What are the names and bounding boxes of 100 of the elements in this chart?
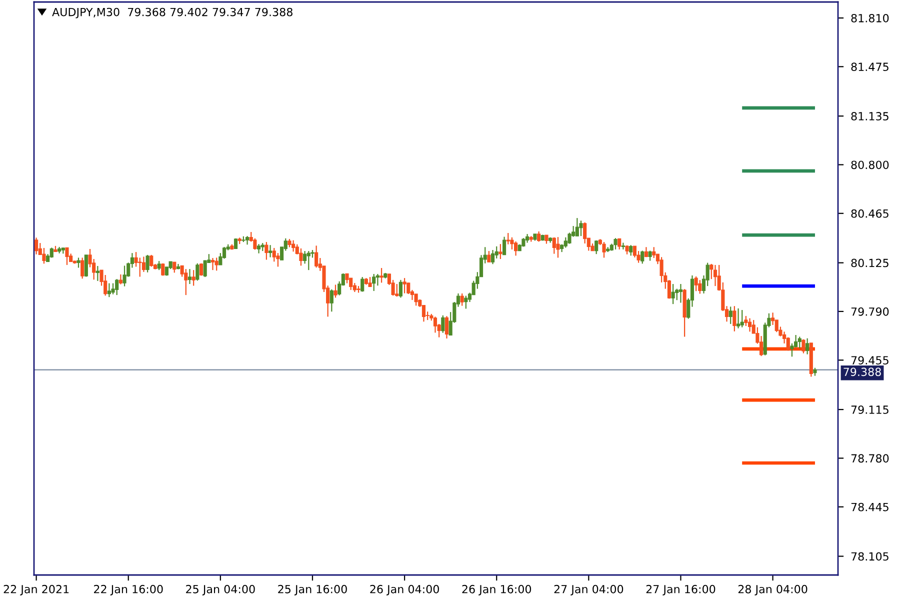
candlestick (65, 247, 69, 266)
candlestick (380, 267, 384, 284)
candlestick (34, 237, 38, 255)
candlestick (732, 306, 736, 332)
candlestick (276, 252, 280, 268)
y-tick-label: 79.115 (851, 405, 888, 414)
x-tick-label: 27 Jan 16:00 (646, 584, 716, 596)
candlestick (579, 220, 583, 237)
candlestick (652, 246, 656, 259)
candlestick (806, 338, 810, 355)
candlestick (203, 260, 207, 278)
candlestick (150, 254, 154, 268)
candlestick (192, 269, 196, 286)
candlestick (552, 236, 556, 254)
candlestick (80, 257, 84, 280)
x-tick-label: 26 Jan 16:00 (462, 584, 532, 596)
candlestick (728, 306, 732, 325)
candlestick (118, 274, 122, 285)
candlestick (188, 268, 192, 285)
y-tick-label: 78.780 (851, 454, 889, 463)
candlestick (272, 247, 276, 262)
candlestick (84, 254, 88, 278)
candlestick (798, 336, 802, 349)
candlestick (740, 309, 744, 328)
y-tick-label: 81.135 (851, 112, 888, 120)
candlestick (256, 243, 261, 254)
candlestick (748, 318, 752, 332)
candlestick (345, 273, 349, 284)
candlestick (314, 245, 318, 268)
candlestick (349, 277, 353, 291)
y-tick-label: 81.475 (851, 62, 888, 72)
candlestick (694, 276, 698, 292)
candlestick (306, 250, 310, 271)
candlestick (142, 256, 146, 272)
candlestick (299, 248, 303, 266)
y-tick-label: 79.455 (851, 356, 888, 365)
candlestick (184, 268, 188, 296)
candlestick (629, 244, 633, 256)
candlestick (111, 282, 115, 295)
candlestick (402, 277, 406, 294)
candlestick (713, 264, 718, 287)
candlestick (736, 308, 740, 329)
candlestick (398, 279, 402, 298)
chart-title: AUDJPY,M30 79.368 79.402 79.347 79.388 (52, 8, 292, 18)
candlestick (395, 283, 399, 298)
y-tick-label: 80.465 (851, 209, 888, 218)
candlestick (490, 249, 495, 265)
candlestick (640, 250, 644, 264)
candlestick (360, 276, 364, 292)
candlestick (502, 236, 506, 256)
x-tick-label: 25 Jan 16:00 (278, 584, 347, 596)
candlestick (210, 257, 215, 271)
candlestick (196, 262, 200, 282)
candlestick (107, 282, 111, 298)
x-tick-label: 26 Jan 04:00 (370, 584, 439, 596)
candlestick (292, 240, 296, 252)
candlestick (487, 250, 491, 263)
candlestick (583, 222, 587, 244)
candlestick (802, 338, 806, 354)
candlestick (433, 316, 438, 334)
candlestick (146, 254, 150, 273)
candlestick (138, 257, 142, 278)
candlestick (96, 265, 100, 282)
candlestick (575, 217, 579, 237)
candlestick (122, 265, 126, 287)
candlestick (330, 288, 334, 312)
candlestick (368, 276, 372, 288)
candlestick (214, 257, 218, 272)
x-tick-label: 27 Jan 04:00 (554, 584, 624, 596)
ref-line-label: 79.388 (844, 368, 881, 376)
x-tick-label: 25 Jan 04:00 (186, 584, 255, 596)
candlestick (372, 273, 376, 292)
candlestick (115, 278, 119, 296)
candlestick (594, 240, 598, 255)
x-tick-label: 28 Jan 04:00 (738, 584, 808, 596)
candlestick (698, 280, 702, 294)
candlestick (618, 238, 622, 250)
candlestick (172, 262, 176, 274)
candlestick (556, 236, 560, 258)
candlestick (460, 292, 464, 306)
candlestick (675, 288, 679, 301)
candlestick (678, 283, 683, 304)
x-tick-label: 22 Jan 2021 (4, 584, 69, 596)
candlestick (602, 241, 606, 258)
candlestick (444, 316, 449, 340)
candlestick (441, 314, 445, 334)
candlestick (264, 241, 268, 260)
candlestick (514, 240, 518, 256)
candlestick (648, 250, 652, 262)
candlestick (671, 283, 675, 305)
candlestick (334, 284, 338, 298)
x-tick-label: 22 Jan 16:00 (94, 584, 163, 596)
candlestick (268, 244, 272, 258)
y-tick-label: 78.445 (851, 502, 888, 512)
y-tick-label: 81.810 (851, 14, 889, 22)
y-tick-label: 80.800 (851, 160, 889, 170)
candlestick (157, 260, 161, 271)
candlestick (498, 243, 502, 260)
candlestick (564, 236, 568, 248)
candlestick (414, 293, 418, 306)
